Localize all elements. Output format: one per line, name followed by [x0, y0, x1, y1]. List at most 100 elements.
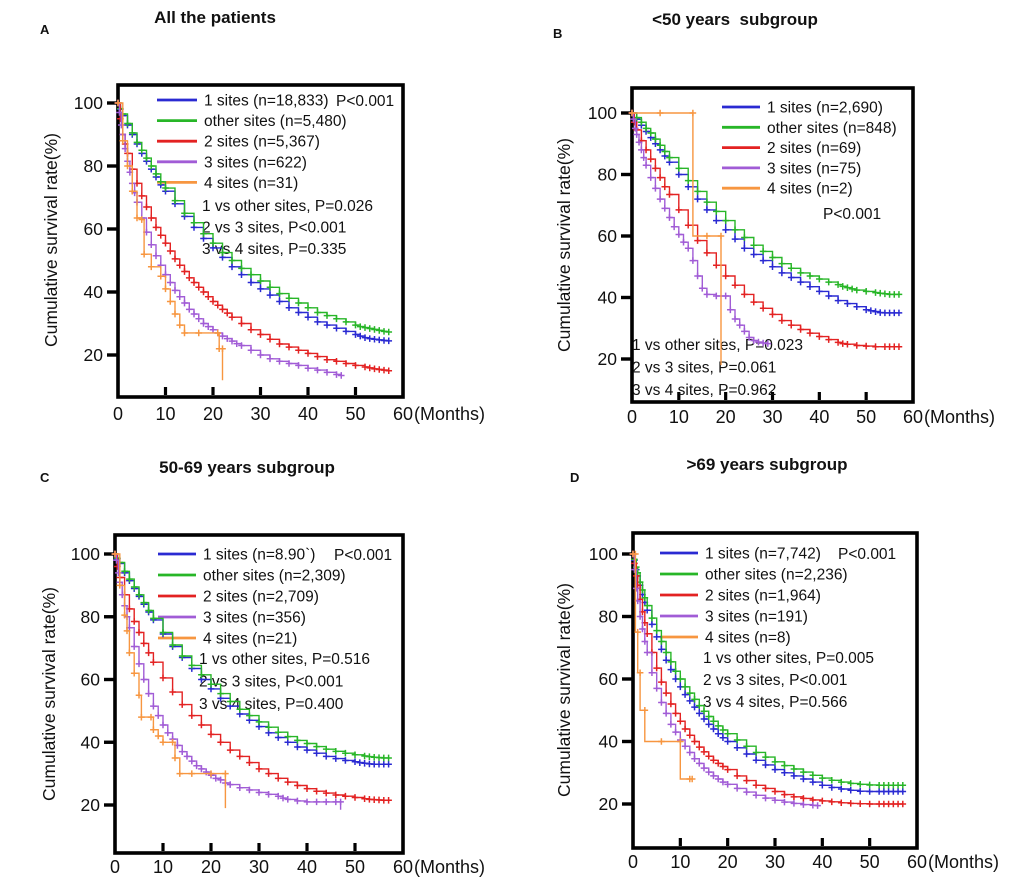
comparison-note: 1 vs other sites, P=0.005 [703, 650, 874, 667]
panel-title-b: <50 years subgroup [652, 10, 818, 29]
y-tick-label: 60 [598, 226, 618, 246]
x-tick-label: 20 [716, 407, 736, 427]
legend-label: 4 sites (n=8) [705, 630, 791, 647]
x-tick-label: 30 [250, 404, 270, 424]
censor-marks-4-sites [628, 109, 725, 240]
x-tick-label: 50 [856, 407, 876, 427]
y-tick-label: 20 [81, 795, 101, 815]
y-axis-title: Cumulative survival rate(%) [554, 138, 574, 352]
panel-letter-a: A [40, 22, 50, 37]
y-tick-label: 40 [81, 732, 101, 752]
comparison-note: 3 vs 4 sites, P=0.566 [703, 694, 847, 711]
legend-label: 4 sites (n=21) [203, 631, 297, 648]
x-tick-label: 40 [809, 407, 829, 427]
x-tick-label: 50 [860, 852, 880, 872]
panel-letter-c: C [40, 470, 50, 485]
legend-label: 2 sites (n=1,964) [705, 588, 821, 605]
legend-label: 1 sites (n=7,742) [705, 546, 821, 563]
x-tick-label: 10 [153, 857, 173, 877]
comparison-note: 2 vs 3 sites, P<0.001 [199, 673, 343, 690]
y-tick-label: 80 [598, 165, 618, 185]
y-axis-title: Cumulative survival rate(%) [41, 133, 61, 347]
x-axis-unit-label: (Months) [928, 852, 999, 872]
y-tick-label: 20 [598, 349, 618, 369]
y-tick-label: 80 [599, 607, 619, 627]
y-tick-label: 60 [599, 669, 619, 689]
legend-label: 1 sites (n=18,833) [204, 93, 329, 110]
p-value-note: P<0.001 [823, 206, 881, 223]
comparison-note: 2 vs 3 sites, P=0.061 [632, 359, 776, 376]
legend-label: other sites (n=2,236) [705, 567, 848, 584]
x-tick-label: 0 [628, 852, 638, 872]
x-tick-label: 20 [203, 404, 223, 424]
comparison-note: 3 vs 4 sites, P=0.400 [199, 696, 344, 713]
censor-marks-4-sites [629, 550, 696, 783]
x-tick-label: 50 [345, 404, 365, 424]
x-tick-label: 20 [201, 857, 221, 877]
panel-letter-d: D [570, 470, 580, 485]
plot-frame [113, 533, 405, 855]
y-tick-label: 60 [84, 219, 104, 239]
plot-frame [116, 83, 405, 399]
x-tick-label: 60 [393, 857, 413, 877]
x-axis-unit-label: (Months) [414, 404, 485, 424]
legend-label: 3 sites (n=622) [204, 154, 307, 171]
legend-label: 2 sites (n=69) [767, 140, 861, 157]
legend-label: 2 sites (n=2,709) [203, 589, 319, 606]
x-tick-label: 0 [113, 404, 123, 424]
y-tick-label: 80 [84, 156, 104, 176]
comparison-note: 3 vs 4 sites, P=0.335 [202, 241, 346, 258]
x-tick-label: 50 [345, 857, 365, 877]
legend-label: 2 sites (n=5,367) [204, 134, 320, 151]
x-tick-label: 10 [155, 404, 175, 424]
comparison-note: 3 vs 4 sites, P=0.962 [632, 382, 776, 399]
p-value-note: P<0.001 [838, 546, 896, 563]
comparison-note: 1 vs other sites, P=0.023 [632, 337, 803, 354]
x-tick-label: 20 [718, 852, 738, 872]
y-tick-label: 100 [589, 544, 618, 564]
p-value-note: P<0.001 [336, 93, 394, 110]
x-axis-unit-label: (Months) [414, 857, 485, 877]
y-tick-label: 20 [599, 794, 619, 814]
censor-marks-other-sites [628, 109, 903, 298]
x-axis-unit-label: (Months) [924, 407, 995, 427]
legend-label: other sites (n=5,480) [204, 113, 347, 130]
x-tick-label: 60 [393, 404, 413, 424]
plot-frame [630, 86, 915, 404]
x-tick-label: 40 [298, 404, 318, 424]
plot-frame [631, 531, 919, 850]
legend-label: 4 sites (n=2) [767, 181, 853, 198]
y-tick-label: 40 [598, 288, 618, 308]
x-tick-label: 30 [765, 852, 785, 872]
x-tick-label: 30 [249, 857, 269, 877]
comparison-note: 2 vs 3 sites, P<0.001 [703, 672, 847, 689]
y-tick-label: 100 [71, 544, 100, 564]
legend-label: 1 sites (n=8.90`) [203, 547, 315, 564]
comparison-note: 2 vs 3 sites, P<0.001 [202, 220, 346, 237]
y-tick-label: 60 [81, 670, 101, 690]
panel-letter-b: B [553, 26, 563, 41]
legend-label: 1 sites (n=2,690) [767, 100, 883, 117]
x-tick-label: 40 [297, 857, 317, 877]
x-tick-label: 0 [110, 857, 120, 877]
legend-label: 3 sites (n=75) [767, 160, 861, 177]
panel-title-d: >69 years subgroup [686, 455, 848, 474]
x-tick-label: 10 [669, 407, 689, 427]
y-tick-label: 40 [599, 732, 619, 752]
legend-label: other sites (n=848) [767, 120, 897, 137]
panel-title-c: 50-69 years subgroup [159, 458, 335, 477]
x-tick-label: 60 [903, 407, 923, 427]
y-tick-label: 100 [74, 93, 103, 113]
y-axis-title: Cumulative survival rate(%) [39, 587, 59, 801]
x-tick-label: 10 [670, 852, 690, 872]
y-tick-label: 80 [81, 607, 101, 627]
legend-label: 3 sites (n=356) [203, 610, 306, 627]
panel-title-a: All the patients [154, 8, 276, 27]
legend-label: 3 sites (n=191) [705, 609, 808, 626]
y-tick-label: 100 [588, 103, 617, 123]
